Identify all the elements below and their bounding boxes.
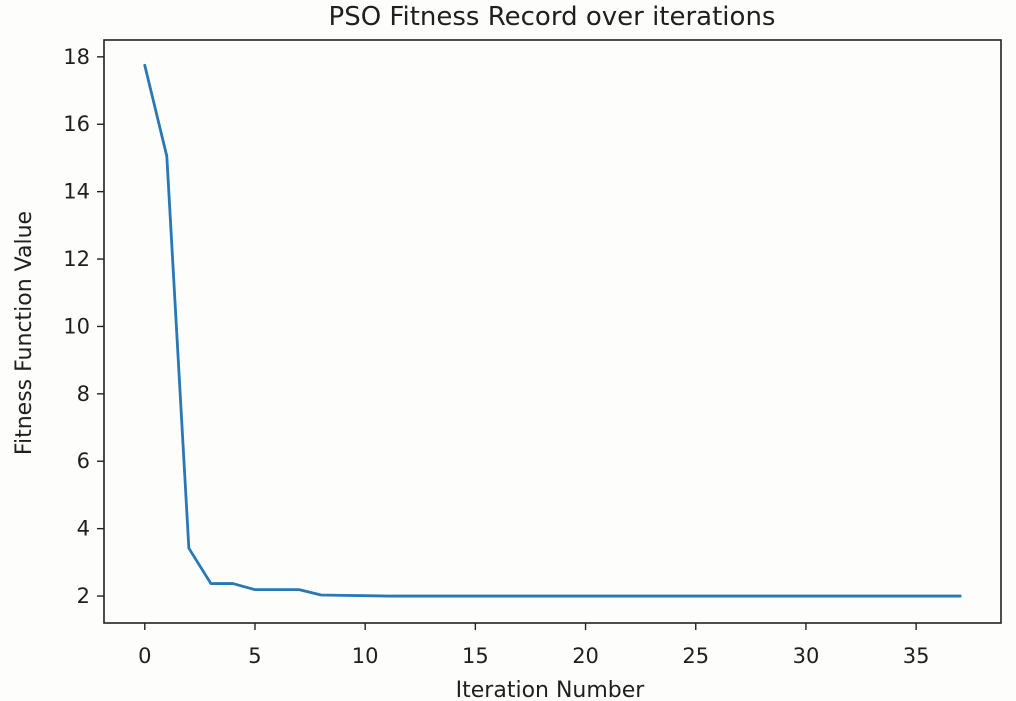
y-tick-label: 12 [63, 247, 90, 271]
x-tick-label: 20 [572, 644, 599, 668]
chart-title: PSO Fitness Record over iterations [329, 2, 776, 32]
x-tick-label: 30 [793, 644, 820, 668]
y-axis: 2 4 6 8 10 12 14 16 18 [63, 45, 104, 608]
x-axis-label: Iteration Number [456, 678, 646, 701]
y-axis-label: Fitness Function Value [12, 211, 37, 455]
fitness-series-line [143, 63, 962, 598]
x-tick-label: 5 [248, 644, 261, 668]
y-tick-label: 2 [77, 584, 90, 608]
y-tick-label: 8 [77, 382, 90, 406]
y-tick-label: 16 [63, 112, 90, 136]
y-tick-label: 14 [63, 180, 90, 204]
y-tick-label: 18 [63, 45, 90, 69]
x-tick-label: 10 [352, 644, 379, 668]
x-axis: 0 5 10 15 20 25 30 35 [138, 623, 930, 668]
x-tick-label: 0 [138, 644, 151, 668]
y-tick-label: 10 [63, 314, 90, 338]
y-tick-label: 6 [77, 449, 90, 473]
x-tick-label: 35 [903, 644, 930, 668]
y-tick-label: 4 [77, 517, 90, 541]
series-layer [143, 63, 962, 598]
plot-area [103, 39, 1002, 624]
x-tick-label: 25 [682, 644, 709, 668]
x-tick-label: 15 [462, 644, 489, 668]
